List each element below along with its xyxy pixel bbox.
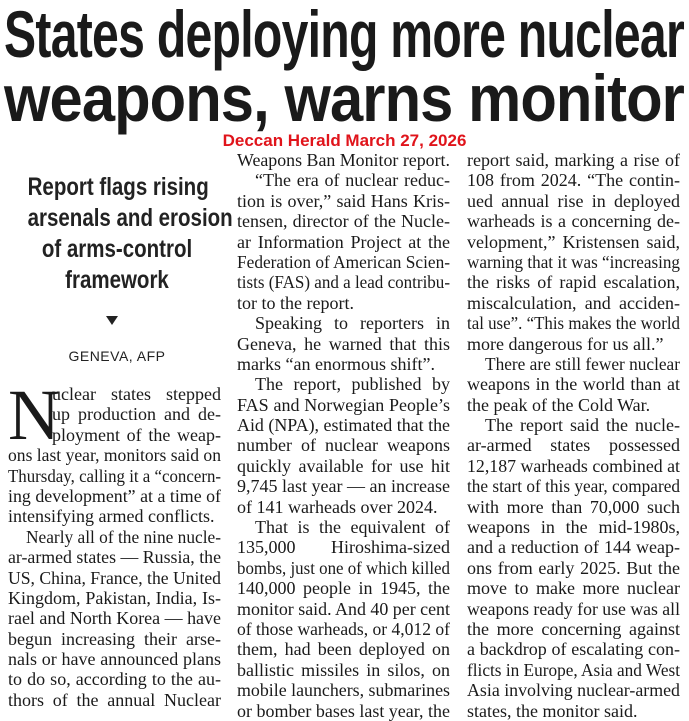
article-line: miscalculation, and acciden- [467,292,680,313]
article-line: Federation of American Scien- [237,251,450,272]
headline-text: States deploying more nuclear [4,0,685,71]
article-line: tal use”. “This makes the world [467,313,680,334]
article-line: move to make more nuclear [467,578,680,599]
article-line: There are still fewer nuclear [485,353,680,374]
article-line: ar-armed states possessed [467,435,680,456]
article-line: monitor said. And 40 per cent [237,598,450,619]
article-line: FAS and Norwegian People’s [237,394,450,415]
article-line: velopment,” Kristensen said, [467,231,680,252]
article-line: states, the monitor said. [467,700,638,721]
article-line: That is the equivalent of [255,517,450,538]
article-line: or bomber bases last year, the [237,700,450,721]
article-line: US, China, France, the United [8,567,221,588]
article-line: bombs, just one of which killed [237,557,450,578]
dateline: Deccan Herald March 27, 2026 [222,131,467,150]
deck-line: arsenals and erosion [27,204,233,232]
headline-text: weapons, warns monitor [4,61,685,135]
article-line: Asia involving nuclear-armed [467,680,680,701]
drop-cap: N [8,375,60,455]
article-line: ar Information Project at the [237,231,450,252]
article-line: weapons in the mid-1980s, [467,517,680,538]
article-line: to do so, according to the au- [8,669,221,690]
article-line: The report said the nucle- [485,415,680,436]
headline-line-2: weapons, warns monitor [4,61,685,135]
article-line: tists (FAS) and a lead contribu- [237,272,450,293]
article-line: ued annual rise in deployed [467,190,680,211]
article-line: the risks of rapid escalation, [467,272,680,293]
article-line: Thursday, calling it a “concern- [8,465,221,486]
article-line: warheads is a concerning de- [467,211,680,232]
article-line: up production and de- [52,404,221,425]
article-line: The report, published by [255,374,450,395]
article-line: ballistic missiles in silos, on [237,659,450,680]
article-line: Nearly all of the nine nucle- [26,526,221,547]
article-line: report said, marking a rise of [467,150,680,170]
triangle-down-icon [106,316,118,325]
article-line: 108 from 2024. “The contin- [467,170,680,191]
article-line: 9,745 last year — an increase [237,476,450,497]
deck-line: Report flags rising [27,173,209,201]
article-line: of those warheads, or 4,012 of [237,618,450,639]
article-line: ployment of the weap- [52,424,221,445]
article-line: thors of the annual Nuclear [8,689,221,710]
article-line: nals or have announced plans [8,649,221,670]
article-line: quickly available for use hit [237,455,450,476]
article-line: 140,000 people in 1945, the [237,578,450,599]
article-line: flicts in Europe, Asia and West [467,659,680,680]
article-line: 12,187 warheads combined at [467,455,680,476]
article-column-2: Weapons Ban Monitor report. “The era of n… [237,150,450,721]
article-line: tensen, director of the Nucle- [237,211,450,232]
article-column-3: report said, marking a rise of 108 from 2… [467,150,680,721]
article-line: more dangerous for us all.” [467,333,664,354]
article-line: marks “an enormous shift”. [237,353,435,374]
article-line: “The era of nuclear reduc- [255,170,450,191]
article-line: Geneva, he warned that this [237,333,450,354]
article-line: Weapons Ban Monitor report. [237,150,450,170]
article-line: with more than 70,000 such [467,496,680,517]
article-line: weapons ready for use was all [467,598,680,619]
article-line: Speaking to reporters in [255,313,450,334]
article-line: Kingdom, Pakistan, India, Is- [8,587,221,608]
deck: Report flags rising arsenals and erosion… [8,172,233,296]
article-line: ing development” at a time of [8,485,221,506]
article-line: ons from early 2025. But the [467,557,680,578]
article-line: and a reduction of 144 weap- [467,537,680,558]
article-line: the start of this year, compared [467,476,680,497]
article-line: 135,000 Hiroshima-sized [237,537,450,558]
deck-line: of arms-control [41,235,193,263]
article-line: of 141 warheads over 2024. [237,496,438,517]
article-line: begun increasing their arse- [8,628,221,649]
article-line: number of nuclear weapons [237,435,450,456]
article-line: the peak of the Cold War. [467,394,651,415]
article-line: Aid (NPA), estimated that the [237,415,450,436]
article-line: tion is over,” said Hans Kris- [237,190,450,211]
article-line: weapons in the world than at [467,374,680,395]
article-column-1: uclear states stepped up production and d… [8,384,221,710]
article-line: intensifying armed conflicts. [8,506,215,527]
deck-line: framework [65,266,169,294]
article-line: ons last year, monitors said on [8,445,221,466]
article-line: mobile launchers, submarines [237,680,450,701]
article-line: rael and North Korea — have [8,608,221,629]
article-line: warning that it was “increasing [467,251,680,272]
article-line: the more concerning against [467,618,680,639]
byline: GENEVA, AFP [68,348,166,364]
article-line: uclear states stepped [52,384,221,404]
article-line: a backdrop of escalating con- [467,639,680,660]
headline-line-1: States deploying more nuclear [4,0,685,71]
article-line: tor to the report. [237,292,354,313]
article-line: ar-armed states — Russia, the [8,547,221,568]
article-line: them, had been deployed on [237,639,450,660]
